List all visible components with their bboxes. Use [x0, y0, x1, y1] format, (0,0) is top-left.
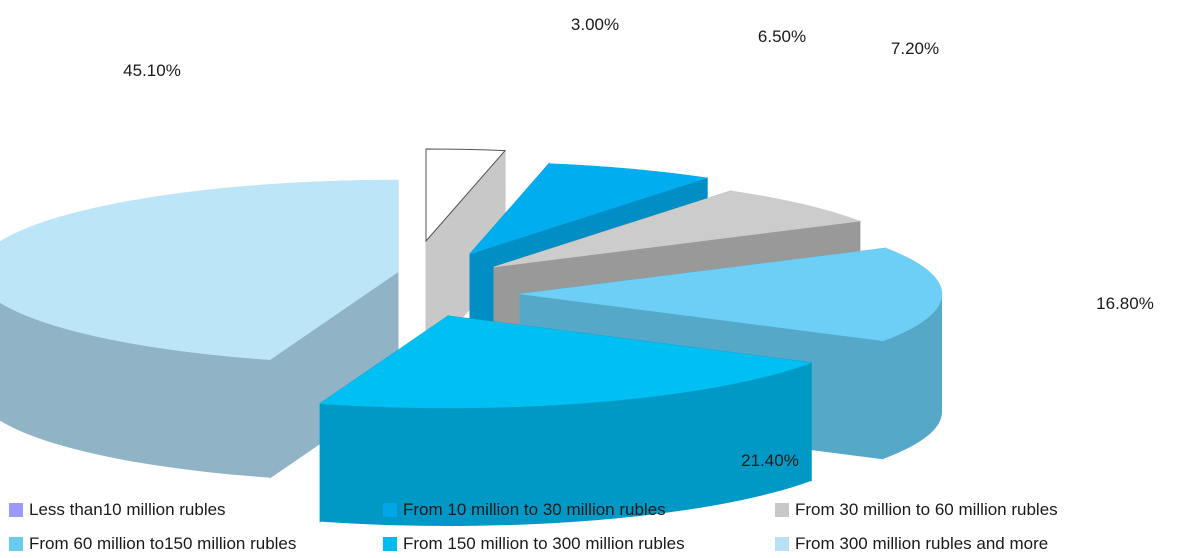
- pie-slice-top: [519, 247, 943, 342]
- legend-swatch: [9, 537, 23, 551]
- data-label: 6.50%: [758, 27, 806, 46]
- legend-item: Less than10 million rubles: [9, 500, 383, 520]
- pie-slice: [0, 179, 399, 479]
- legend-item: From 300 million rubles and more: [775, 534, 1174, 554]
- legend-label: From 30 million to 60 million rubles: [795, 500, 1058, 519]
- data-label: 16.80%: [1096, 294, 1154, 313]
- legend-swatch: [9, 503, 23, 517]
- data-label: 3.00%: [571, 15, 619, 34]
- legend-item: From 10 million to 30 million rubles: [383, 500, 775, 520]
- data-label: 45.10%: [123, 61, 181, 80]
- pie-slice-top: [0, 179, 399, 360]
- pie-slice-rim: [0, 302, 271, 478]
- pie-slice-top: [493, 190, 860, 268]
- legend-label: From 300 million rubles and more: [795, 534, 1049, 553]
- legend-item: From 60 million to150 million rubles: [9, 534, 383, 554]
- legend-swatch: [775, 537, 789, 551]
- pie-slice: [319, 315, 812, 526]
- chart-legend: Less than10 million rubles From 10 milli…: [9, 500, 1174, 554]
- data-label: 7.20%: [891, 39, 939, 58]
- legend-label: From 10 million to 30 million rubles: [403, 500, 666, 519]
- legend-item: From 30 million to 60 million rubles: [775, 500, 1174, 520]
- pie-slice-top: [425, 148, 507, 243]
- pie-slice-top: [319, 315, 812, 409]
- legend-swatch: [383, 503, 397, 517]
- data-label: 21.40%: [741, 451, 799, 470]
- pie-slice: [425, 148, 507, 361]
- legend-swatch: [775, 503, 789, 517]
- legend-label: Less than10 million rubles: [29, 500, 226, 519]
- pie-slice-top: [469, 163, 708, 255]
- legend-label: From 60 million to150 million rubles: [29, 534, 297, 553]
- legend-swatch: [383, 537, 397, 551]
- legend-item: From 150 million to 300 million rubles: [383, 534, 775, 554]
- legend-label: From 150 million to 300 million rubles: [403, 534, 685, 553]
- pie-slice-rim: [320, 362, 812, 526]
